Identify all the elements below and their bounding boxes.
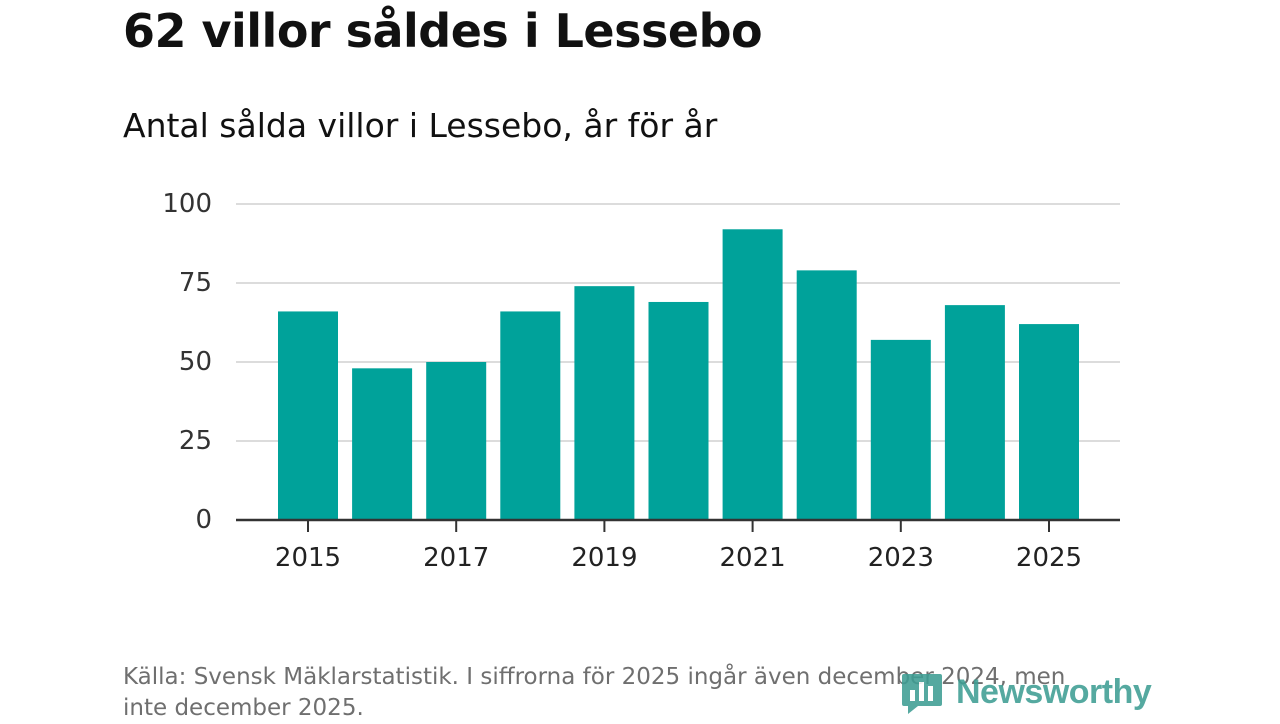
bar-2015 [278, 311, 338, 520]
x-tick-label: 2015 [275, 543, 341, 573]
chart-subtitle: Antal sålda villor i Lessebo, år för år [123, 106, 718, 145]
bar-2024 [944, 305, 1005, 520]
bar-2022 [796, 270, 857, 520]
bar-2019 [574, 286, 635, 520]
x-tick-label: 2021 [720, 543, 786, 573]
bar-2016 [352, 368, 413, 520]
x-axis [236, 518, 1120, 532]
bars [278, 229, 1079, 520]
y-tick-label: 50 [179, 347, 212, 377]
bar-2021 [722, 229, 783, 520]
y-tick-label: 25 [179, 426, 212, 456]
page-title: 62 villor såldes i Lessebo [123, 4, 763, 58]
bar-2018 [500, 311, 561, 520]
bar-2020 [648, 301, 709, 520]
bar-2025 [1019, 324, 1079, 520]
y-tick-label: 100 [162, 189, 212, 219]
x-tick-label: 2019 [571, 543, 637, 573]
x-axis-tick-labels: 2015 2017 2019 2021 2023 2025 [275, 543, 1082, 573]
y-tick-label: 75 [179, 268, 212, 298]
brand-logo[interactable]: Newsworthy [900, 668, 1152, 716]
x-tick-label: 2017 [423, 543, 489, 573]
x-tick-label: 2025 [1016, 543, 1082, 573]
bar-2017 [426, 362, 487, 520]
x-tick-label: 2023 [868, 543, 934, 573]
newsworthy-logo-icon [902, 674, 942, 714]
bar-2023 [870, 339, 931, 520]
y-tick-label: 0 [195, 505, 212, 535]
y-axis-tick-labels: 0 25 50 75 100 [162, 189, 212, 535]
brand-name: Newsworthy [956, 672, 1152, 711]
